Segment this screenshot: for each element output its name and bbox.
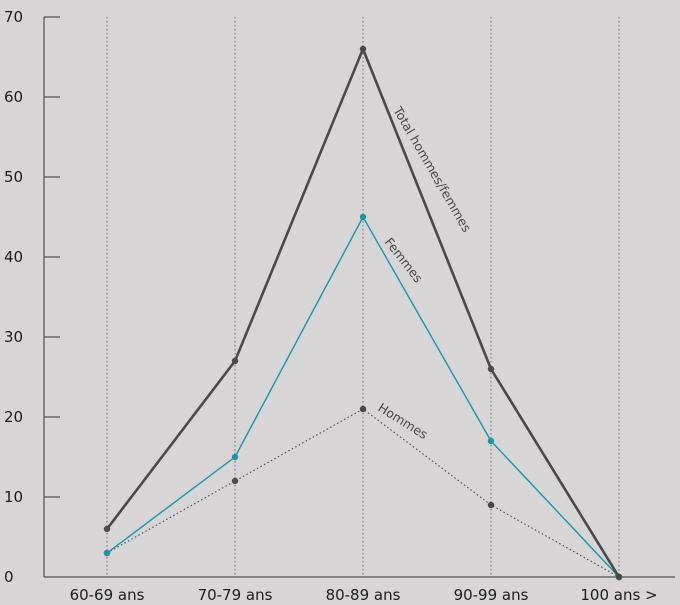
x-tick-label: 90-99 ans bbox=[454, 586, 529, 604]
y-axis-ticks: 0 10 20 30 40 50 60 70 bbox=[4, 8, 60, 586]
data-point bbox=[615, 573, 623, 581]
data-point bbox=[103, 525, 111, 533]
y-tick-label: 50 bbox=[4, 168, 23, 186]
data-point bbox=[231, 357, 239, 365]
y-tick-label: 20 bbox=[4, 408, 23, 426]
axes bbox=[43, 17, 675, 578]
y-tick-label: 60 bbox=[4, 88, 23, 106]
x-tick-label: 70-79 ans bbox=[198, 586, 273, 604]
y-tick-label: 30 bbox=[4, 328, 23, 346]
data-point bbox=[231, 453, 239, 461]
data-point bbox=[359, 405, 367, 413]
data-point bbox=[103, 549, 111, 557]
x-tick-label: 100 ans > bbox=[580, 586, 657, 604]
series-label: Hommes bbox=[375, 400, 430, 442]
x-tick-label: 60-69 ans bbox=[70, 586, 145, 604]
y-tick-label: 40 bbox=[4, 248, 23, 266]
y-tick-label: 10 bbox=[4, 488, 23, 506]
y-tick-label: 0 bbox=[4, 568, 14, 586]
data-point bbox=[487, 501, 495, 509]
data-point bbox=[487, 437, 495, 445]
series-label: Total hommes/femmes bbox=[390, 103, 475, 234]
data-point bbox=[359, 213, 367, 221]
data-point bbox=[231, 477, 239, 485]
data-point bbox=[359, 45, 367, 53]
series-group bbox=[103, 45, 623, 581]
grid-lines bbox=[106, 17, 620, 577]
x-tick-label: 80-89 ans bbox=[326, 586, 401, 604]
data-point bbox=[487, 365, 495, 373]
x-axis-ticks: 60-69 ans 70-79 ans 80-89 ans 90-99 ans 100 … bbox=[70, 586, 658, 604]
y-tick-label: 70 bbox=[4, 8, 23, 26]
